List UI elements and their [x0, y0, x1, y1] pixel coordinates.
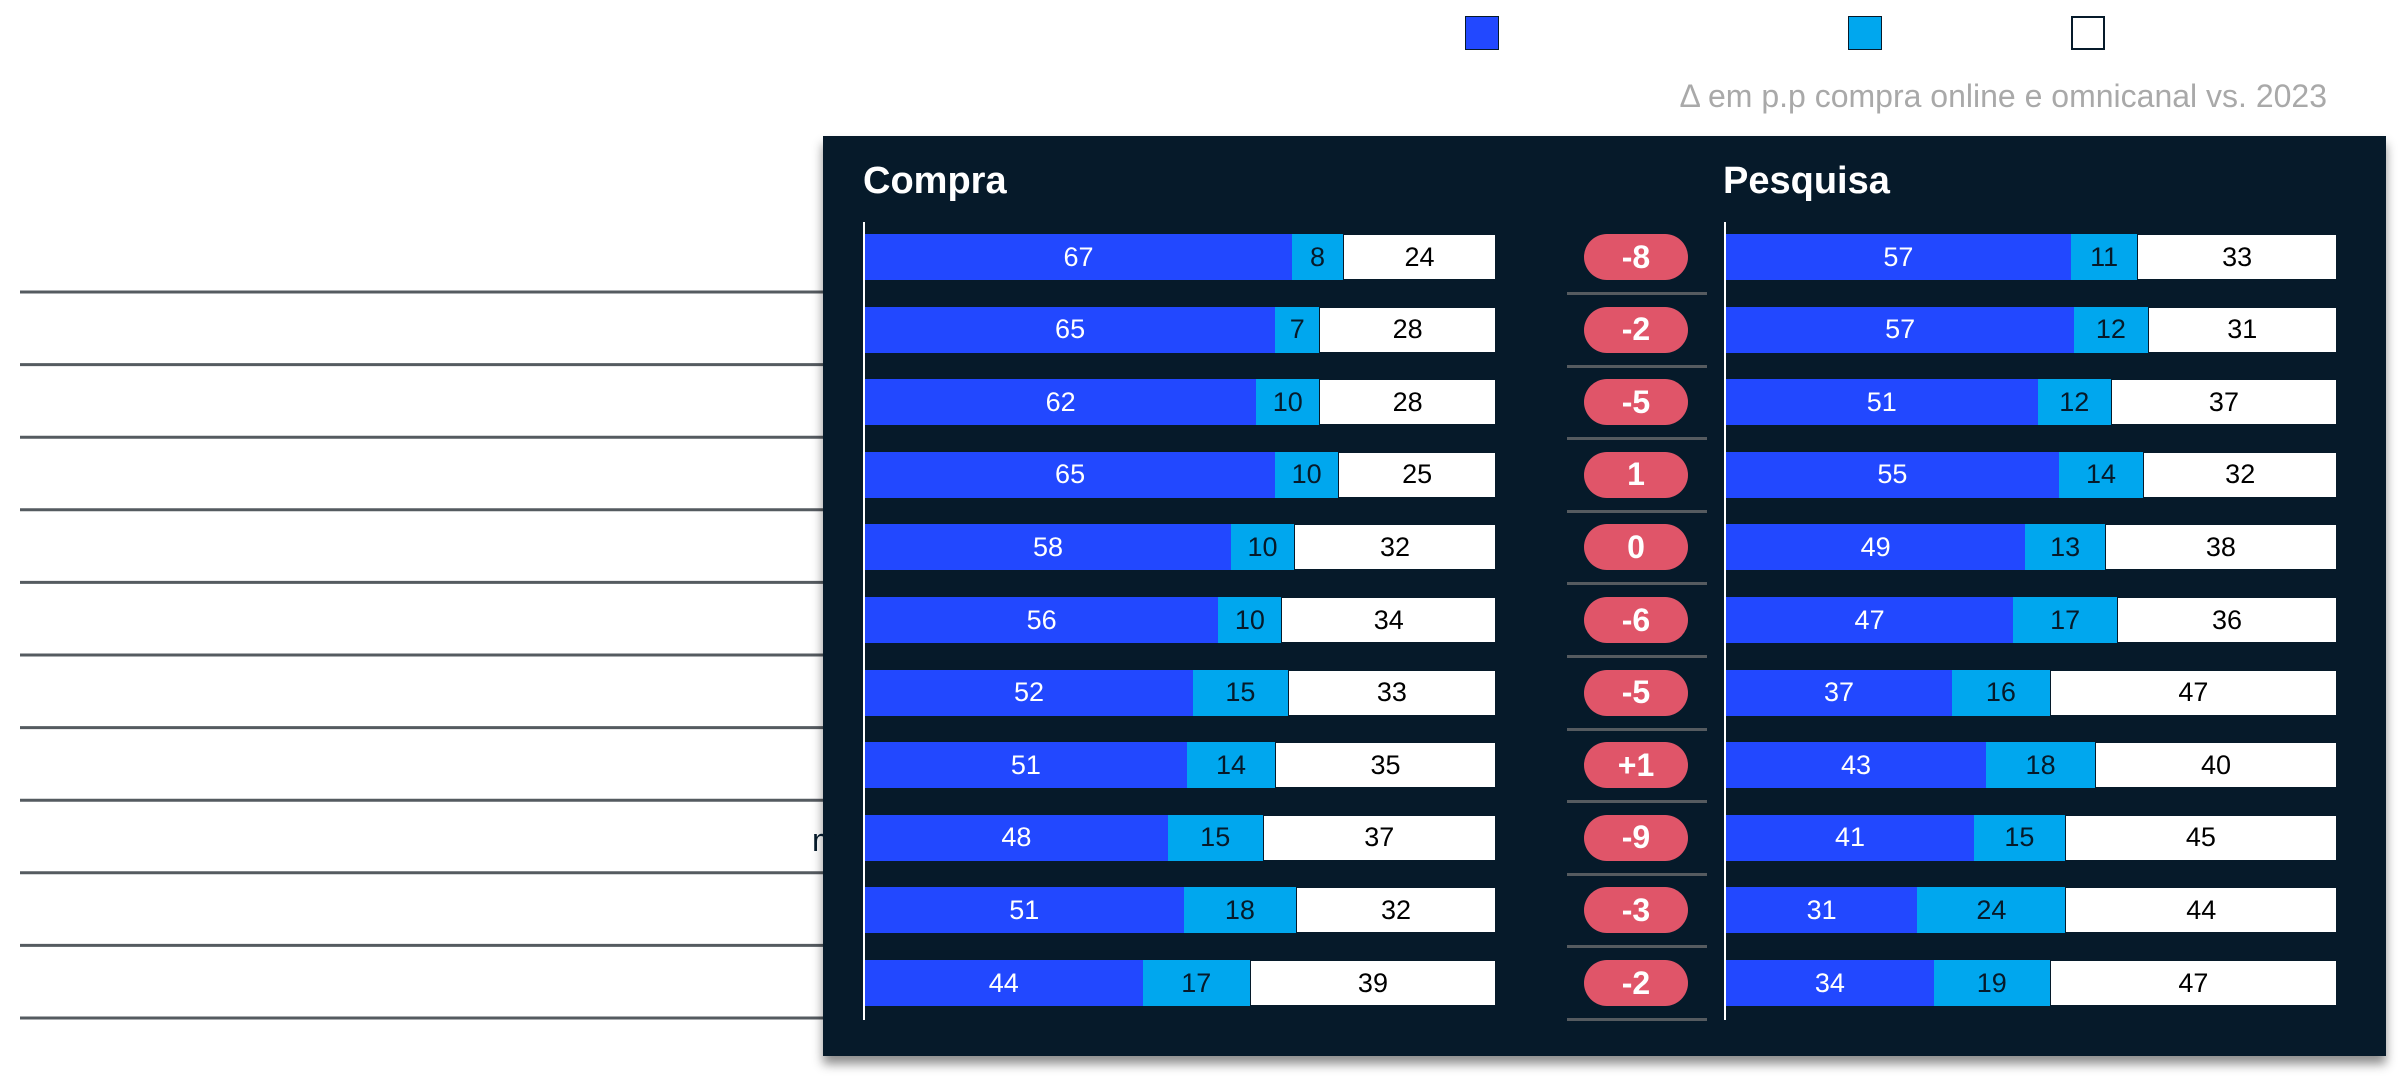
pesquisa-bar-segment: 47 [1726, 597, 2014, 643]
compra-bar-segment: 10 [1256, 379, 1320, 426]
delta-pill: -8 [1584, 234, 1688, 280]
category-label-fragment: m [812, 822, 839, 858]
pesquisa-title: Pesquisa [1723, 160, 1890, 202]
compra-bar-segment: 14 [1186, 742, 1276, 789]
compra-bar-segment: 67 [865, 234, 1293, 280]
delta-pill: 0 [1584, 524, 1688, 571]
pesquisa-bar-segment: 44 [2065, 887, 2337, 934]
compra-title: Compra [863, 160, 1007, 202]
legend-swatch-series-1 [1465, 16, 1499, 50]
delta-pill: -2 [1584, 960, 1688, 1006]
pesquisa-bar-segment: 47 [2049, 669, 2337, 716]
compra-bar-segment: 62 [865, 379, 1257, 426]
pesquisa-bar-segment: 34 [1726, 960, 1934, 1006]
compra-bar-segment: 65 [865, 306, 1276, 353]
pesquisa-bar-segment: 38 [2104, 524, 2337, 571]
chart-panel: Compra Pesquisa 67 8 24 65 7 28 62 10 28 65 10 25 58… [823, 136, 2386, 1056]
delta-pill: 1 [1584, 451, 1688, 498]
compra-axis-line [863, 222, 865, 1020]
delta-separator [1567, 800, 1707, 804]
legend-swatch-series-2 [1848, 16, 1882, 50]
pesquisa-bar-segment: 12 [2037, 379, 2111, 426]
delta-separator [1567, 437, 1707, 441]
delta-pill: -5 [1584, 379, 1688, 426]
compra-bar-segment: 44 [865, 960, 1143, 1006]
pesquisa-bar-segment: 37 [1726, 669, 1953, 716]
compra-bar-segment: 10 [1230, 524, 1295, 571]
pesquisa-bar-segment: 45 [2064, 814, 2337, 861]
compra-bar-segment: 10 [1218, 597, 1282, 643]
pesquisa-bar-segment: 41 [1726, 814, 1975, 861]
delta-pill: -2 [1584, 306, 1688, 353]
pesquisa-bar-segment: 55 [1726, 451, 2059, 498]
pesquisa-bar-segment: 16 [1952, 669, 2050, 716]
compra-bar-segment: 65 [865, 451, 1276, 498]
delta-separator [1567, 1018, 1707, 1021]
pesquisa-bar-segment: 40 [2095, 742, 2337, 789]
compra-bar-segment: 34 [1281, 597, 1496, 643]
delta-separator [1567, 872, 1707, 876]
compra-bar-segment: 18 [1183, 887, 1297, 934]
compra-bar-segment: 32 [1296, 887, 1496, 934]
compra-bar-segment: 25 [1338, 451, 1496, 498]
pesquisa-bar-segment: 57 [1726, 306, 2075, 353]
delta-separator [1567, 364, 1707, 368]
compra-bar-segment: 51 [865, 742, 1187, 789]
compra-bar-segment: 37 [1262, 814, 1496, 861]
compra-bar-segment: 48 [865, 814, 1168, 861]
compra-bar-segment: 15 [1193, 669, 1288, 716]
row-separator-lines [20, 290, 826, 1020]
pesquisa-bar-segment: 18 [1986, 742, 2096, 789]
delta-separator [1567, 582, 1707, 586]
pesquisa-bar-segment: 51 [1726, 379, 2038, 426]
delta-pill: -3 [1584, 887, 1688, 934]
pesquisa-axis-line [1724, 222, 1726, 1020]
pesquisa-bar-segment: 47 [2049, 960, 2337, 1006]
compra-bar-segment: 28 [1319, 306, 1496, 353]
pesquisa-bar-segment: 37 [2110, 379, 2337, 426]
compra-bar-segment: 7 [1275, 306, 1320, 353]
pesquisa-bar-segment: 49 [1726, 524, 2026, 571]
pesquisa-bar-segment: 11 [2070, 234, 2138, 280]
pesquisa-bar-segment: 13 [2025, 524, 2105, 571]
legend-swatch-series-3 [2071, 16, 2105, 50]
pesquisa-bar-segment: 33 [2137, 234, 2337, 280]
compra-bar-segment: 58 [865, 524, 1231, 571]
pesquisa-bar-segment: 12 [2074, 306, 2148, 353]
delta-note: Δ em p.p compra online e omnicanal vs. 2… [1679, 78, 2327, 114]
pesquisa-bar-segment: 17 [2013, 597, 2118, 643]
pesquisa-bar-segment: 57 [1726, 234, 2071, 280]
delta-pill: -6 [1584, 597, 1688, 643]
compra-bar-segment: 56 [865, 597, 1219, 643]
compra-bar-segment: 15 [1167, 814, 1263, 861]
pesquisa-bar-segment: 36 [2117, 597, 2337, 643]
pesquisa-bar-segment: 43 [1726, 742, 1987, 789]
pesquisa-bar-segment: 19 [1933, 960, 2050, 1006]
pesquisa-bar-segment: 24 [1917, 887, 2066, 934]
delta-separator [1567, 727, 1707, 731]
delta-separator [1567, 509, 1707, 513]
compra-bar-segment: 39 [1249, 960, 1496, 1006]
compra-bar-segment: 33 [1287, 669, 1496, 716]
compra-bar-segment: 35 [1275, 742, 1496, 789]
pesquisa-bar-segment: 32 [2143, 451, 2337, 498]
compra-bar-segment: 52 [865, 669, 1194, 716]
delta-pill: -5 [1584, 669, 1688, 716]
compra-bar-segment: 17 [1142, 960, 1250, 1006]
pesquisa-bar-segment: 31 [1726, 887, 1918, 934]
delta-separator [1567, 945, 1707, 949]
delta-pill: +1 [1584, 742, 1688, 789]
compra-bar-segment: 24 [1343, 234, 1496, 280]
delta-separator [1567, 655, 1707, 658]
pesquisa-bar-segment: 14 [2058, 451, 2144, 498]
compra-bar-segment: 10 [1275, 451, 1339, 498]
compra-bar-segment: 51 [865, 887, 1184, 934]
pesquisa-bar-segment: 31 [2147, 306, 2337, 353]
compra-bar-segment: 28 [1319, 379, 1496, 426]
delta-pill: -9 [1584, 814, 1688, 861]
compra-bar-segment: 32 [1294, 524, 1496, 571]
compra-bar-segment: 8 [1292, 234, 1344, 280]
pesquisa-bar-segment: 15 [1974, 814, 2065, 861]
delta-separator [1567, 292, 1707, 295]
